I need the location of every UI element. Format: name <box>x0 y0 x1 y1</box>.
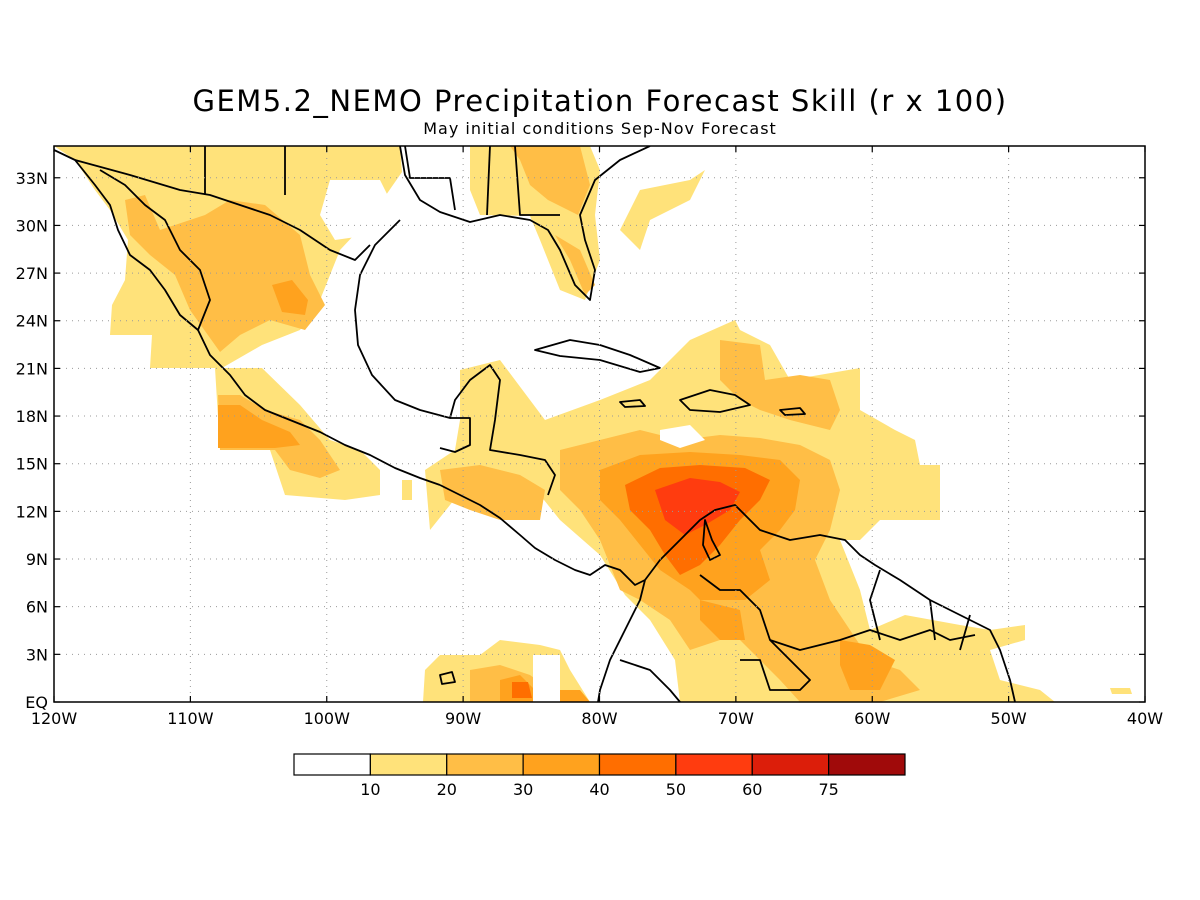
colorbar-label: 10 <box>360 780 380 799</box>
border-us-states-5 <box>514 146 560 216</box>
skill-region-pacific-west <box>218 405 300 448</box>
skill-shading-layer <box>54 146 1132 702</box>
coastline-layer <box>54 146 1016 702</box>
skill-region-amazon-west <box>700 600 745 640</box>
coastline-mexico-west <box>197 329 441 486</box>
colorbar-label: 60 <box>742 780 762 799</box>
lon-tick-label: 70W <box>718 709 754 728</box>
lon-tick-label: 90W <box>445 709 481 728</box>
skill-region-atlantic-east <box>620 170 705 250</box>
colorbar-swatch <box>751 753 830 776</box>
lat-tick-label: 30N <box>16 216 48 235</box>
skill-region-guiana <box>840 640 895 690</box>
skill-region-central-am <box>440 465 545 520</box>
coastline-cuba <box>534 339 661 373</box>
colorbar-label: 20 <box>437 780 457 799</box>
lon-tick-label: 50W <box>991 709 1027 728</box>
lon-tick-label: 120W <box>31 709 78 728</box>
skill-region-florida <box>555 235 595 295</box>
lat-tick-label: 6N <box>26 598 48 617</box>
lon-tick-label: 110W <box>167 709 214 728</box>
blank-region-eq-gap <box>533 655 560 702</box>
border-us-states-3 <box>404 146 456 211</box>
border-mexico-us <box>74 159 371 261</box>
border-guatemala <box>439 417 471 453</box>
skill-region-eq-pacific-40 <box>512 682 532 698</box>
colorbar-swatch <box>369 753 448 776</box>
colorbar-swatch <box>293 753 371 776</box>
coastline-gulf-west <box>354 219 556 496</box>
map-title: GEM5.2_NEMO Precipitation Forecast Skill… <box>192 84 1008 118</box>
coastline-puerto-rico <box>779 407 806 416</box>
coastline-south-america-north <box>644 504 1016 702</box>
lon-tick-label: 60W <box>854 709 890 728</box>
coastline-mexico-pacific <box>54 149 211 331</box>
skill-region-us-southeast <box>510 146 590 215</box>
colorbar-swatch <box>522 753 601 776</box>
skill-region-lesser-antilles <box>720 340 840 430</box>
lat-tick-label: 33N <box>16 169 48 188</box>
colorbar-swatch <box>446 753 524 776</box>
lat-tick-label: 18N <box>16 407 48 426</box>
latitude-axis: 33N 30N 27N 24N 21N 18N 15N 12N 9N 6N 3N EQ <box>16 169 1145 712</box>
border-brazil-north <box>769 629 976 651</box>
colorbar-swatch <box>828 753 906 776</box>
lon-tick-label: 80W <box>581 709 617 728</box>
colorbar-label: 75 <box>818 780 838 799</box>
blank-region-caribbean-gap <box>660 425 705 448</box>
colorbar-swatch <box>675 753 753 776</box>
lat-tick-label: 15N <box>16 455 48 474</box>
colorbar-label: 50 <box>666 780 686 799</box>
lat-tick-label: 3N <box>26 645 48 664</box>
lat-tick-label: 27N <box>16 264 48 283</box>
longitude-axis: 120W 110W 100W 90W 80W 70W 60W 50W 40W <box>31 146 1163 728</box>
skill-region-mexico-center <box>272 280 308 315</box>
lat-tick-label: 24N <box>16 312 48 331</box>
map-subtitle: May initial conditions Sep-Nov Forecast <box>423 119 777 138</box>
border-us-states-4 <box>486 146 491 216</box>
coastline-central-america <box>439 484 646 586</box>
border-ecuador-peru <box>619 659 681 702</box>
skill-region-colombia-50 <box>655 478 740 535</box>
colorbar-swatch <box>598 753 677 776</box>
lon-tick-label: 40W <box>1127 709 1163 728</box>
skill-region-island-small <box>402 480 412 500</box>
coastline-gulf-mexico <box>399 146 651 301</box>
skill-region-sierra-madre <box>125 195 325 352</box>
lat-tick-label: 12N <box>16 502 48 521</box>
lon-tick-label: 100W <box>304 709 351 728</box>
blank-region-mexico <box>320 180 395 240</box>
coastline-jamaica <box>619 399 646 408</box>
lat-tick-label: EQ <box>25 693 48 712</box>
coastline-hispaniola <box>679 389 751 413</box>
skill-colorbar: 10 20 30 40 50 60 75 <box>293 753 906 799</box>
coastline-galapagos <box>439 671 456 685</box>
lat-tick-label: 21N <box>16 359 48 378</box>
skill-region-east-tip <box>1110 688 1132 694</box>
colorbar-label: 40 <box>589 780 609 799</box>
lat-tick-label: 9N <box>26 550 48 569</box>
coastline-maracaibo <box>702 519 721 561</box>
colorbar-label: 30 <box>513 780 533 799</box>
skill-region-eq-pacific-east <box>560 690 590 702</box>
border-colombia-venezuela <box>699 574 811 691</box>
